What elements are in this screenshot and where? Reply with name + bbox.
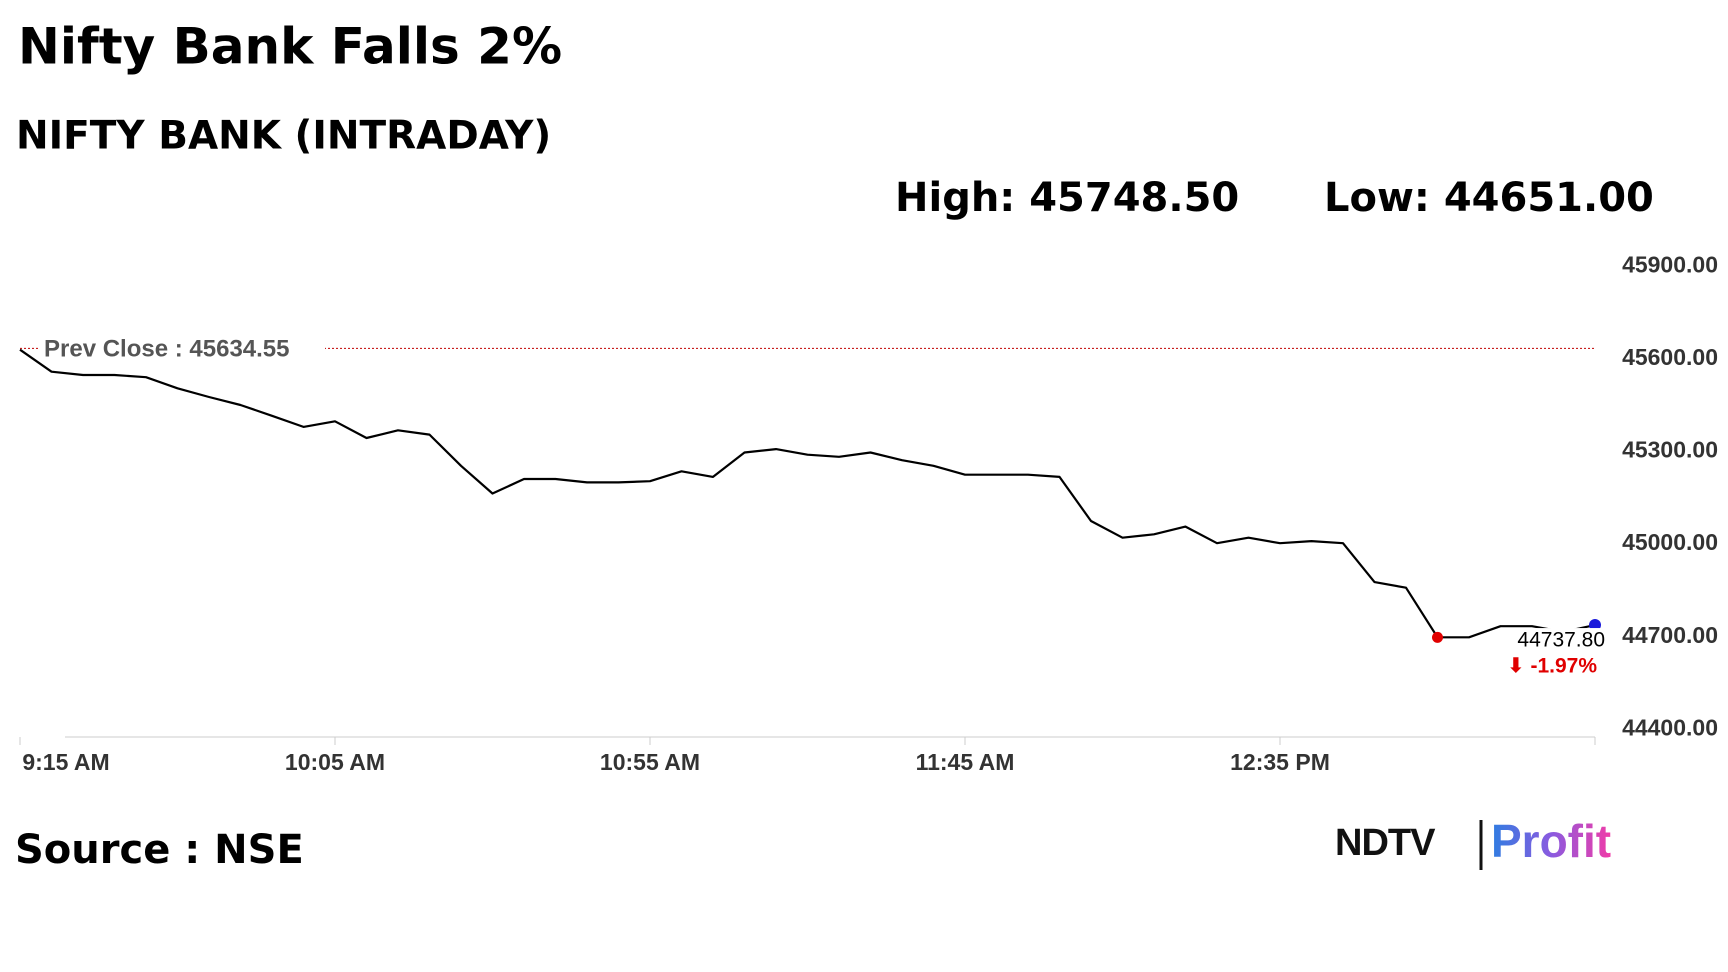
change-label: ⬇ -1.97% <box>1507 655 1597 678</box>
last-label-bg <box>1508 628 1608 653</box>
prev-close-label: Prev Close : 45634.55 <box>44 336 290 363</box>
x-tick-label: 10:05 AM <box>285 749 385 775</box>
y-tick-label: 45600.00 <box>1622 344 1718 370</box>
high-label: High: 45748.50 <box>895 175 1239 221</box>
low-marker <box>1432 631 1443 643</box>
low-label: Low: 44651.00 <box>1324 175 1654 221</box>
x-tick-label: 10:55 AM <box>600 749 700 775</box>
y-tick-label: 44400.00 <box>1622 714 1718 740</box>
brand-profit: Profit <box>1491 815 1611 867</box>
x-tick-label: 9:15 AM <box>22 749 109 775</box>
y-tick-label: 44700.00 <box>1622 622 1718 648</box>
y-tick-label: 45900.00 <box>1622 252 1718 278</box>
last-value-label: 44737.80 <box>1517 629 1605 652</box>
y-tick-label: 45300.00 <box>1622 437 1718 463</box>
brand-ndtv: NDTV <box>1335 822 1436 864</box>
x-tick-label: 12:35 PM <box>1230 749 1330 775</box>
source: Source : NSE <box>15 827 304 873</box>
chart-title: Nifty Bank Falls 2% <box>18 18 562 76</box>
prev-close-label-bg <box>40 332 325 361</box>
x-tick-label: 11:45 AM <box>916 749 1015 775</box>
chart-subtitle: NIFTY BANK (INTRADAY) <box>16 114 551 159</box>
price-line <box>19 348 1596 639</box>
y-tick-label: 45000.00 <box>1622 529 1718 555</box>
